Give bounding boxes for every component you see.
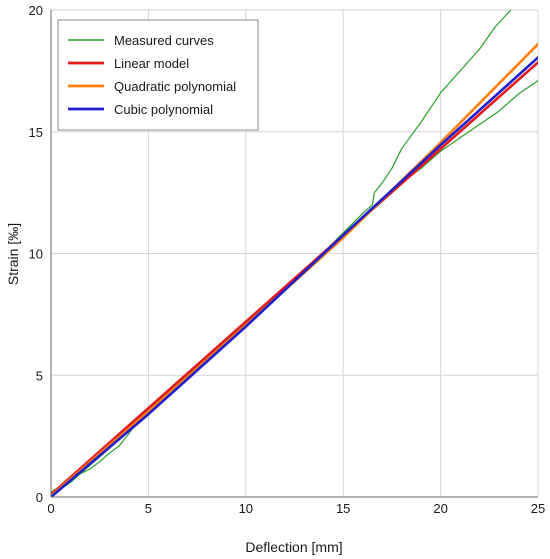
legend-label-linear-model: Linear model bbox=[114, 56, 189, 71]
x-tick-label: 5 bbox=[145, 501, 152, 516]
legend-box bbox=[57, 19, 259, 131]
legend: Measured curves Linear model Quadratic pol… bbox=[57, 19, 259, 131]
series-group bbox=[51, 10, 538, 497]
y-tick-label: 0 bbox=[36, 490, 43, 505]
y-tick-label: 5 bbox=[36, 368, 43, 383]
y-axis-label: Strain [‰] bbox=[5, 223, 21, 285]
y-tick-label: 10 bbox=[29, 247, 43, 262]
y-tick-label: 20 bbox=[29, 3, 43, 18]
plot-area bbox=[51, 10, 538, 497]
x-tick-label: 0 bbox=[47, 501, 54, 516]
x-tick-label: 10 bbox=[239, 501, 253, 516]
legend-label-measured-curves: Measured curves bbox=[114, 33, 214, 48]
x-tick-label: 20 bbox=[433, 501, 447, 516]
x-axis-label: Deflection [mm] bbox=[245, 539, 342, 555]
series-line-cubic-polynomial bbox=[51, 56, 538, 497]
x-tick-label: 15 bbox=[336, 501, 350, 516]
series-line-linear-model bbox=[51, 61, 538, 496]
legend-label-cubic-polynomial: Cubic polynomial bbox=[114, 102, 213, 117]
tick-labels: 0 5 10 15 20 25 0 5 10 15 20 bbox=[29, 3, 546, 516]
y-tick-label: 15 bbox=[29, 125, 43, 140]
legend-label-quadratic-polynomial: Quadratic polynomial bbox=[114, 79, 236, 94]
x-tick-label: 25 bbox=[531, 501, 545, 516]
